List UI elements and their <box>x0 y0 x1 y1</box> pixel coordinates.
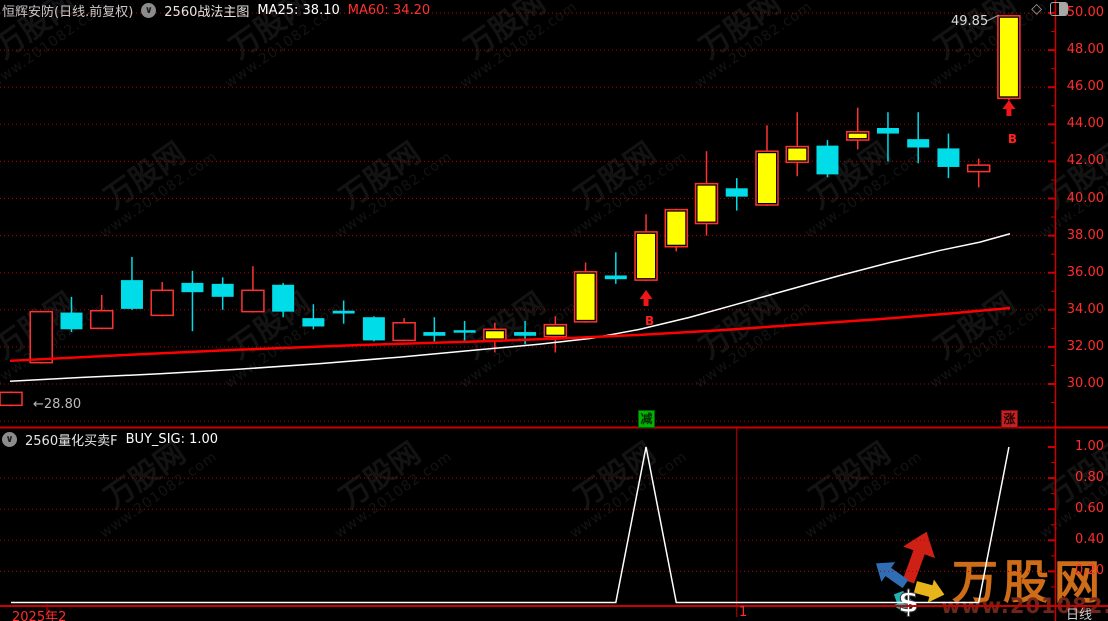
price-axis-label: 40.00 <box>1066 190 1104 206</box>
candle[interactable] <box>907 112 930 164</box>
chart-toolbar: ◇ <box>1031 2 1068 16</box>
candle[interactable] <box>60 296 83 333</box>
price-axis-label: 48.00 <box>1066 42 1104 58</box>
panel-split-icon[interactable] <box>1050 2 1068 16</box>
ma25-value-label: MA25: 38.10 <box>257 3 340 18</box>
candle[interactable] <box>604 252 627 284</box>
buy-arrow-icon <box>639 290 653 306</box>
high-price-label: 49.85 <box>951 14 989 29</box>
candle[interactable] <box>120 256 143 310</box>
buy-sig-value-label: BUY_SIG: 1.00 <box>125 432 219 447</box>
rise-badge: 涨 <box>1000 410 1018 428</box>
candle[interactable] <box>272 282 295 318</box>
price-axis-label: 46.00 <box>1066 79 1104 95</box>
price-axis-label: 50.00 <box>1066 5 1104 20</box>
candle[interactable] <box>241 266 265 313</box>
candle[interactable] <box>89 294 114 330</box>
sub-chart-header: ∨ 2560量化买卖F BUY_SIG: 1.00 <box>2 430 218 449</box>
indicator-axis-label: 0.40 <box>1075 532 1104 548</box>
price-axis-label: 42.00 <box>1066 153 1104 169</box>
date-axis-label: 1 <box>739 605 748 620</box>
candle[interactable] <box>966 158 991 188</box>
buy-letter-marker: B <box>645 314 654 328</box>
candle[interactable] <box>392 318 416 342</box>
sub-indicator-title[interactable]: 2560量化买卖F <box>25 434 118 449</box>
price-axis-label: 36.00 <box>1066 264 1104 280</box>
candle[interactable] <box>573 262 598 323</box>
candle[interactable] <box>876 112 899 162</box>
main-chart-header: 恒辉安防(日线.前复权) ∨ 2560战法主图 MA25: 38.10 MA60… <box>2 1 430 20</box>
candle[interactable] <box>816 140 839 178</box>
price-axis-label: 32.00 <box>1066 338 1104 354</box>
high-label-pointer <box>986 14 1000 22</box>
watermark-brand-text: 万股网 <box>952 555 1105 609</box>
candle[interactable] <box>150 281 174 317</box>
candle[interactable] <box>362 316 385 342</box>
candle[interactable] <box>634 214 658 282</box>
indicator-axis-label: 0.20 <box>1075 563 1104 579</box>
indicator-axis-label: 0.60 <box>1075 501 1104 517</box>
indicator-axis-label: 0.80 <box>1075 470 1104 486</box>
panel-split-icon-fill <box>1059 3 1067 15</box>
period-label[interactable]: 日线 <box>1066 608 1093 621</box>
low-price-label: ←28.80 <box>33 397 82 412</box>
candle[interactable] <box>755 125 779 206</box>
candle[interactable] <box>181 270 204 332</box>
ma60-value-label: MA60: 34.20 <box>347 3 431 18</box>
candle[interactable] <box>423 317 446 342</box>
candle[interactable] <box>694 151 719 236</box>
ma25-line <box>9 233 1011 382</box>
indicator-axis-label: 1.00 <box>1075 439 1104 454</box>
stock-title: 恒辉安防(日线.前复权) <box>2 5 134 20</box>
candle[interactable] <box>664 208 689 252</box>
reduce-badge: 减 <box>638 410 656 428</box>
price-axis-label: 34.00 <box>1066 301 1104 317</box>
chevron-down-icon[interactable]: ∨ <box>2 432 17 447</box>
buy-sig-line <box>11 446 1010 604</box>
ma60-line <box>9 306 1011 363</box>
price-axis-label: 44.00 <box>1066 116 1104 132</box>
candle[interactable] <box>997 15 1021 101</box>
candle[interactable] <box>453 320 476 341</box>
candle[interactable] <box>543 316 568 353</box>
candle[interactable] <box>0 391 23 407</box>
main-indicator-title[interactable]: 2560战法主图 <box>164 5 250 20</box>
candle[interactable] <box>725 178 748 211</box>
candle[interactable] <box>211 277 234 310</box>
candle[interactable] <box>845 107 870 150</box>
candle[interactable] <box>332 300 355 324</box>
candle[interactable] <box>29 310 53 364</box>
candle[interactable] <box>302 304 325 330</box>
candle[interactable] <box>785 112 809 177</box>
diamond-icon[interactable]: ◇ <box>1031 1 1042 17</box>
buy-letter-marker: B <box>1008 132 1017 146</box>
price-axis-label: 38.00 <box>1066 227 1104 243</box>
candle[interactable] <box>937 133 960 179</box>
chevron-down-icon[interactable]: ∨ <box>141 3 157 18</box>
price-axis-label: 30.00 <box>1066 376 1104 391</box>
date-axis-label: 2025年2 <box>12 610 67 621</box>
buy-arrow-icon <box>1002 100 1016 116</box>
